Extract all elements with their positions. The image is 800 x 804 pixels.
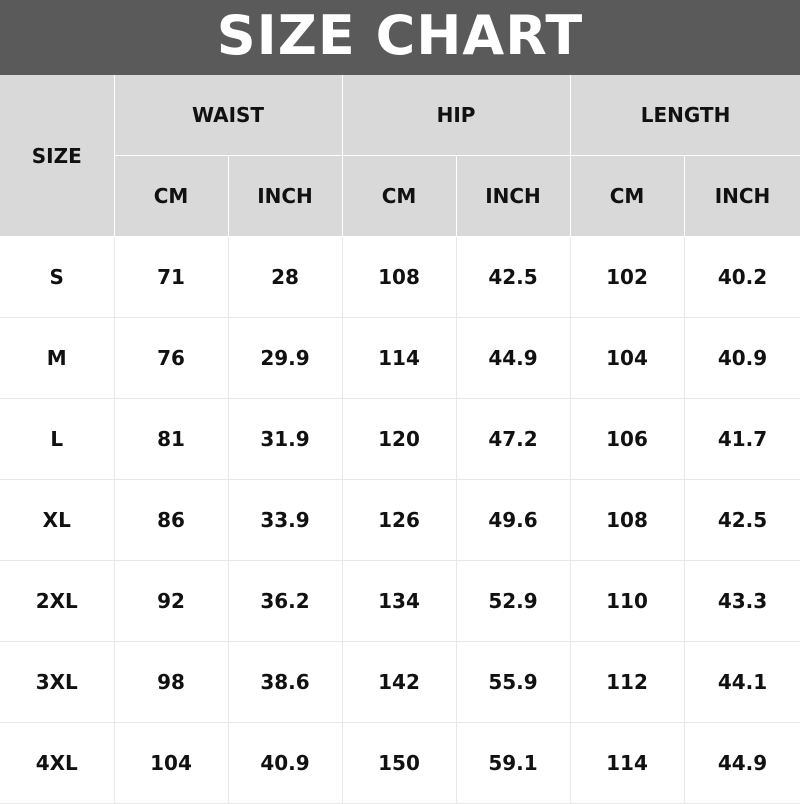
value-cell: 49.6 [455, 479, 571, 561]
value-cell: 42.5 [455, 236, 571, 318]
value-cell: 104 [569, 317, 685, 399]
value-cell: 59.1 [455, 722, 571, 804]
value-cell: 126 [341, 479, 457, 561]
value-cell: 104 [113, 722, 229, 804]
unit-header: INCH [683, 155, 800, 237]
unit-header: INCH [227, 155, 343, 237]
value-cell: 112 [569, 641, 685, 723]
unit-header: CM [341, 155, 457, 237]
table-row: XL 86 33.9 126 49.6 108 42.5 [0, 479, 800, 561]
value-cell: 52.9 [455, 560, 571, 642]
hip-header: HIP [341, 75, 571, 156]
table-row: M 76 29.9 114 44.9 104 40.9 [0, 317, 800, 399]
chart-title: SIZE CHART [0, 0, 800, 75]
value-cell: 44.9 [683, 722, 800, 804]
size-table: SIZE WAIST HIP LENGTH CM INCH CM INCH CM… [0, 75, 800, 804]
value-cell: 134 [341, 560, 457, 642]
table-row: 4XL 104 40.9 150 59.1 114 44.9 [0, 722, 800, 804]
value-cell: 98 [113, 641, 229, 723]
value-cell: 28 [227, 236, 343, 318]
header-row-groups: SIZE WAIST HIP LENGTH [0, 75, 800, 237]
value-cell: 108 [341, 236, 457, 318]
value-cell: 40.9 [227, 722, 343, 804]
value-cell: 36.2 [227, 560, 343, 642]
table-row: S 71 28 108 42.5 102 40.2 [0, 236, 800, 318]
size-cell: L [0, 398, 115, 480]
value-cell: 110 [569, 560, 685, 642]
size-cell: 2XL [0, 560, 115, 642]
value-cell: 44.1 [683, 641, 800, 723]
value-cell: 29.9 [227, 317, 343, 399]
value-cell: 38.6 [227, 641, 343, 723]
value-cell: 33.9 [227, 479, 343, 561]
table-row: 2XL 92 36.2 134 52.9 110 43.3 [0, 560, 800, 642]
value-cell: 106 [569, 398, 685, 480]
value-cell: 102 [569, 236, 685, 318]
value-cell: 44.9 [455, 317, 571, 399]
value-cell: 42.5 [683, 479, 800, 561]
size-cell: M [0, 317, 115, 399]
table-row: 3XL 98 38.6 142 55.9 112 44.1 [0, 641, 800, 723]
value-cell: 86 [113, 479, 229, 561]
value-cell: 40.9 [683, 317, 800, 399]
size-cell: S [0, 236, 115, 318]
value-cell: 71 [113, 236, 229, 318]
value-cell: 114 [569, 722, 685, 804]
unit-header: CM [114, 155, 229, 237]
value-cell: 150 [341, 722, 457, 804]
value-cell: 55.9 [455, 641, 571, 723]
value-cell: 41.7 [683, 398, 800, 480]
value-cell: 120 [341, 398, 457, 480]
unit-header: INCH [455, 155, 571, 237]
length-header: LENGTH [569, 75, 800, 156]
unit-header: CM [569, 155, 685, 237]
table-row: L 81 31.9 120 47.2 106 41.7 [0, 398, 800, 480]
size-cell: XL [0, 479, 115, 561]
size-cell: 4XL [0, 722, 115, 804]
value-cell: 40.2 [683, 236, 800, 318]
value-cell: 114 [341, 317, 457, 399]
header-row-units: CM INCH CM INCH CM INCH [0, 155, 800, 237]
waist-header: WAIST [113, 75, 343, 156]
value-cell: 92 [113, 560, 229, 642]
value-cell: 142 [341, 641, 457, 723]
value-cell: 31.9 [227, 398, 343, 480]
size-cell: 3XL [0, 641, 115, 723]
value-cell: 76 [113, 317, 229, 399]
value-cell: 81 [113, 398, 229, 480]
value-cell: 43.3 [683, 560, 800, 642]
value-cell: 108 [569, 479, 685, 561]
value-cell: 47.2 [455, 398, 571, 480]
size-header: SIZE [0, 75, 115, 237]
